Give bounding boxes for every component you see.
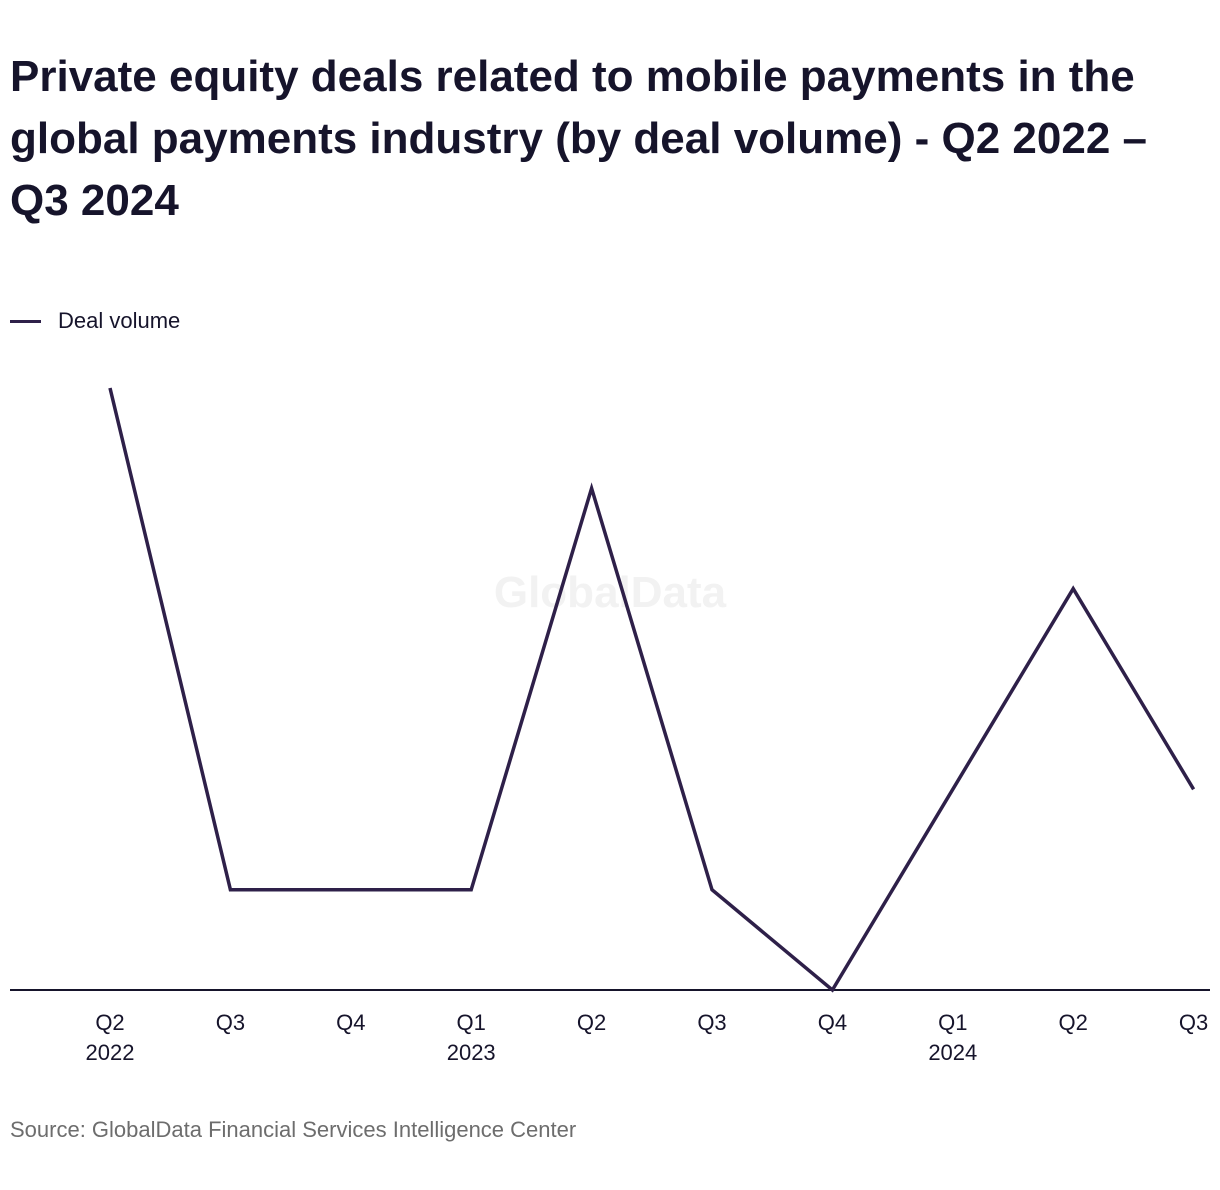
- chart-title: Private equity deals related to mobile p…: [10, 52, 1147, 225]
- x-tick-year-0: 2022: [86, 1040, 135, 1065]
- x-tick-label-3: Q1: [457, 1010, 486, 1035]
- series-line-deal-volume: [108, 387, 1196, 993]
- legend-label-deal-volume: Deal volume: [58, 308, 181, 333]
- x-tick-year-3: 2023: [447, 1040, 496, 1065]
- chart-legend: Deal volume: [10, 306, 180, 336]
- x-tick-label-5: Q3: [697, 1010, 726, 1035]
- x-tick-label-0: Q2: [95, 1010, 124, 1035]
- source-note: Source: GlobalData Financial Services In…: [10, 1117, 577, 1142]
- x-tick-label-4: Q2: [577, 1010, 606, 1035]
- x-tick-label-6: Q4: [818, 1010, 847, 1035]
- x-tick-label-2: Q4: [336, 1010, 365, 1035]
- x-tick-label-9: Q3: [1179, 1010, 1208, 1035]
- x-tick-label-1: Q3: [216, 1010, 245, 1035]
- x-tick-label-7: Q1: [938, 1010, 967, 1035]
- watermark: GlobalData: [493, 568, 727, 617]
- x-tick-label-8: Q2: [1059, 1010, 1088, 1035]
- x-tick-year-7: 2024: [928, 1040, 977, 1065]
- legend-swatch-deal-volume: [10, 319, 41, 323]
